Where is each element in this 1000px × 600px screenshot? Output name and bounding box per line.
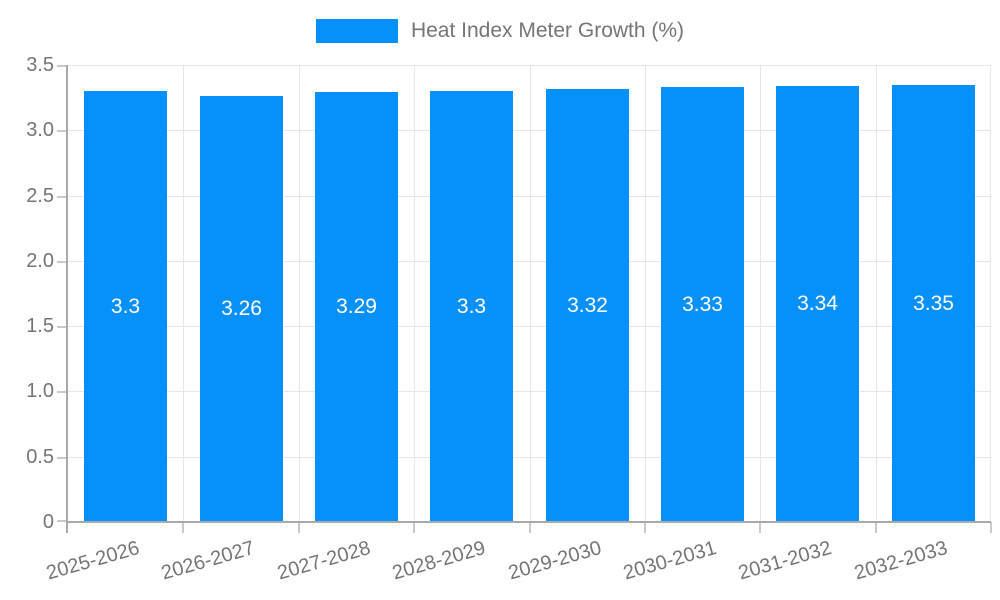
bar	[84, 91, 167, 522]
bar	[200, 96, 283, 522]
y-axis-tick	[57, 326, 68, 328]
legend-label[interactable]: Heat Index Meter Growth (%)	[410, 19, 685, 42]
x-tick-label: 2027-2028	[274, 536, 373, 585]
y-tick-label: 1.5	[26, 315, 54, 337]
x-tick-label: 2030-2031	[620, 536, 719, 585]
gridline-vertical	[299, 65, 300, 522]
y-axis-line	[66, 65, 68, 533]
gridline-horizontal	[68, 261, 991, 262]
gridline-horizontal	[68, 130, 991, 131]
gridline-vertical	[876, 65, 877, 522]
y-axis-tick	[57, 520, 68, 522]
bar	[315, 92, 398, 522]
bar	[546, 89, 629, 522]
bar	[661, 87, 744, 522]
bar-value-label: 3.29	[336, 295, 377, 318]
gridline-horizontal	[68, 196, 991, 197]
bar-value-label: 3.26	[221, 297, 262, 320]
x-tick-label: 2025-2026	[44, 536, 143, 585]
gridline-horizontal	[68, 457, 991, 458]
y-tick-label: 0	[42, 511, 54, 533]
y-axis-tick	[57, 261, 68, 263]
gridline-vertical	[183, 65, 184, 522]
x-tick-label: 2026-2027	[159, 536, 258, 585]
bar-value-label: 3.3	[110, 295, 141, 318]
bar-value-label: 3.33	[682, 293, 723, 316]
chart-area: 3.3 3.26 3.29 3.3 3.32 3.33 3.34 3.35 0 0.5 1.0 1.5…	[26, 54, 992, 584]
y-tick-label: 1.0	[26, 380, 54, 402]
x-tick-label: 2028-2029	[390, 536, 489, 585]
x-axis-tick	[182, 522, 184, 533]
y-tick-label: 2.0	[26, 250, 54, 272]
x-axis-tick	[529, 522, 531, 533]
y-tick-label: 3.5	[26, 54, 54, 76]
x-tick-label: 2032-2033	[851, 536, 950, 585]
y-axis-tick	[57, 130, 68, 132]
y-axis-tick	[57, 391, 68, 393]
gridline-vertical	[760, 65, 761, 522]
bar-value-label: 3.34	[797, 292, 838, 315]
bar-value-label: 3.3	[456, 295, 487, 318]
x-tick-label: 2029-2030	[505, 536, 604, 585]
x-axis-tick	[644, 522, 646, 533]
gridline-vertical	[414, 65, 415, 522]
x-tick-label: 2031-2032	[736, 536, 835, 585]
bar-value-label: 3.35	[913, 292, 954, 315]
gridline-horizontal	[68, 326, 991, 327]
chart-legend[interactable]: Heat Index Meter Growth (%)	[0, 15, 1000, 47]
bar-value-label: 3.32	[567, 294, 608, 317]
y-axis-tick	[57, 196, 68, 198]
x-axis-tick	[990, 522, 992, 533]
y-tick-label: 3.0	[26, 119, 54, 141]
bar	[892, 85, 975, 522]
x-axis-tick	[413, 522, 415, 533]
bar	[430, 91, 513, 522]
y-axis-tick	[57, 65, 68, 67]
plot-right-border	[990, 65, 991, 522]
x-axis-tick	[875, 522, 877, 533]
y-axis-tick	[57, 457, 68, 459]
gridline-vertical	[530, 65, 531, 522]
gridline-horizontal	[68, 391, 991, 392]
y-tick-label: 0.5	[26, 446, 54, 468]
x-axis-tick	[759, 522, 761, 533]
x-axis-line	[66, 521, 991, 523]
legend-color-swatch[interactable]	[315, 19, 398, 43]
y-tick-label: 2.5	[26, 185, 54, 207]
gridline-horizontal	[68, 65, 991, 66]
bar	[776, 86, 859, 522]
x-axis-tick	[298, 522, 300, 533]
gridline-vertical	[645, 65, 646, 522]
